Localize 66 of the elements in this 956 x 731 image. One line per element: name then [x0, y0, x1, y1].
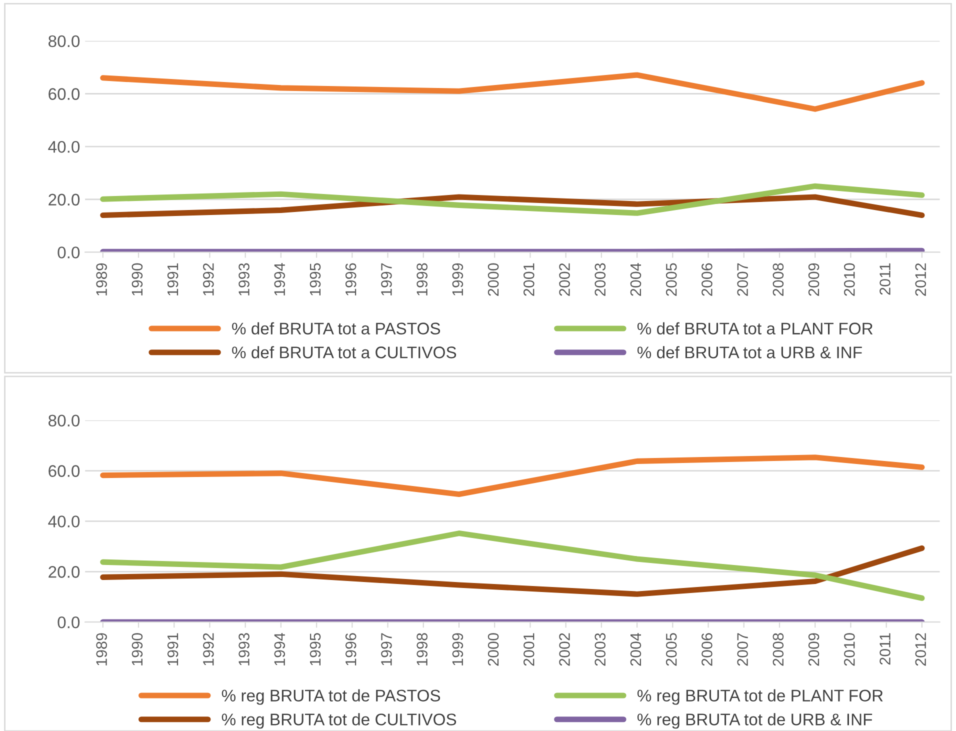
x-tick-label: 1992	[203, 263, 214, 296]
x-tick-label: 1992	[203, 633, 214, 666]
x-tick-label: 1997	[381, 633, 392, 666]
y-tick-label: 0.0	[58, 616, 80, 628]
x-tick-label: 2003	[594, 263, 606, 296]
y-tick-label: 80.0	[48, 414, 80, 427]
x-tick-label: 1990	[132, 633, 143, 666]
x-tick-label: 1995	[310, 633, 321, 666]
y-tick-label: 20.0	[48, 194, 80, 206]
x-tick-label: 2009	[808, 633, 820, 666]
y-tick-label: 60.0	[48, 465, 80, 477]
x-tick-label: 2005	[666, 263, 677, 296]
x-tick-label: 2002	[559, 263, 570, 296]
x-tick-label: 1989	[96, 263, 107, 296]
x-tick-label: 1993	[238, 263, 250, 296]
x-tick-label: 1998	[416, 633, 428, 666]
x-tick-label: 1997	[381, 263, 392, 296]
y-tick-label: 60.0	[48, 88, 80, 100]
x-tick-label: 2006	[702, 263, 712, 296]
legend-label: % def BRUTA tot a PASTOS	[232, 322, 440, 334]
x-tick-label: 1991	[167, 263, 178, 296]
x-tick-label: 1998	[416, 263, 428, 296]
x-tick-label: 1990	[132, 263, 143, 296]
legend-label: % reg BRUTA tot de PLANT FOR	[637, 689, 883, 705]
x-tick-label: 2001	[524, 263, 534, 296]
y-tick-label: 20.0	[48, 566, 80, 578]
x-tick-label: 2012	[915, 633, 926, 666]
x-tick-label: 1996	[345, 633, 356, 666]
legend-label: % reg BRUTA tot de CULTIVOS	[222, 713, 456, 729]
x-tick-label: 1991	[167, 633, 178, 666]
x-tick-label: 2011	[880, 633, 890, 665]
x-tick-label: 2007	[737, 263, 748, 296]
x-tick-label: 2000	[488, 263, 499, 296]
legend-label: % def BRUTA tot a CULTIVOS	[232, 346, 456, 358]
x-tick-label: 2004	[630, 263, 642, 296]
x-tick-label: 2004	[630, 632, 642, 666]
x-tick-label: 2007	[737, 633, 748, 666]
x-tick-label: 2000	[488, 633, 499, 666]
legend-label: % reg BRUTA tot de PASTOS	[222, 689, 440, 705]
x-tick-label: 2008	[772, 263, 784, 296]
x-tick-label: 1999	[452, 263, 464, 296]
x-tick-label: 2012	[915, 263, 926, 296]
y-tick-label: 0.0	[58, 246, 80, 258]
x-tick-label: 1996	[345, 263, 356, 296]
x-tick-label: 2010	[844, 633, 855, 666]
y-tick-label: 40.0	[48, 140, 80, 153]
legend-label: % def BRUTA tot a PLANT FOR	[637, 322, 873, 334]
x-tick-label: 2003	[594, 633, 606, 666]
legend-label: % reg BRUTA tot de URB & INF	[637, 713, 872, 729]
x-tick-label: 1993	[238, 633, 250, 666]
x-tick-label: 1994	[274, 263, 286, 296]
x-tick-label: 2011	[880, 263, 890, 295]
x-tick-label: 1989	[96, 633, 107, 666]
x-tick-label: 1999	[452, 633, 464, 666]
x-tick-label: 2008	[772, 633, 784, 666]
x-tick-label: 2006	[702, 633, 712, 666]
x-tick-label: 1994	[274, 632, 286, 666]
x-tick-label: 2001	[524, 633, 534, 666]
x-tick-label: 2005	[666, 633, 677, 666]
legend-label: % def BRUTA tot a URB & INF	[637, 346, 862, 358]
y-tick-label: 80.0	[48, 35, 80, 48]
x-tick-label: 1995	[310, 263, 321, 296]
x-tick-label: 2009	[808, 263, 820, 296]
y-tick-label: 40.0	[48, 516, 80, 528]
x-tick-label: 2010	[844, 263, 855, 296]
x-tick-label: 2002	[559, 633, 570, 666]
